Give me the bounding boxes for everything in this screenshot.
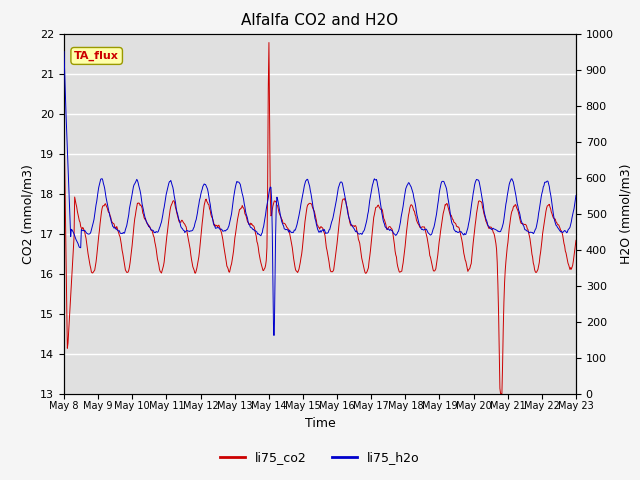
Y-axis label: H2O (mmol/m3): H2O (mmol/m3) — [620, 163, 632, 264]
Text: TA_flux: TA_flux — [74, 51, 119, 61]
X-axis label: Time: Time — [305, 417, 335, 430]
Title: Alfalfa CO2 and H2O: Alfalfa CO2 and H2O — [241, 13, 399, 28]
Y-axis label: CO2 (mmol/m3): CO2 (mmol/m3) — [22, 164, 35, 264]
Legend: li75_co2, li75_h2o: li75_co2, li75_h2o — [215, 446, 425, 469]
